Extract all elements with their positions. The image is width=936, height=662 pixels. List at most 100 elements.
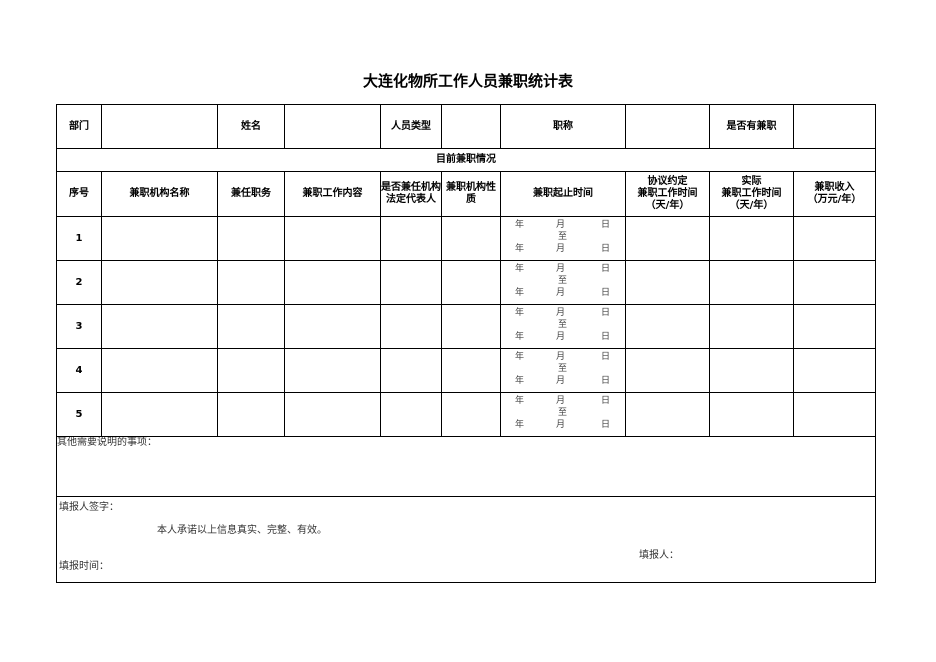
month-label: 月	[556, 376, 566, 386]
column-header: 兼职机构性质	[441, 171, 501, 217]
row-number: 2	[56, 260, 102, 305]
table-cell[interactable]	[380, 304, 442, 349]
table-cell[interactable]	[793, 304, 876, 349]
month-label: 月	[556, 396, 566, 406]
table-cell[interactable]	[284, 304, 381, 349]
column-header: 兼职工作内容	[284, 171, 381, 217]
table-cell[interactable]	[380, 260, 442, 305]
to-label: 至	[558, 364, 568, 374]
year-label: 年	[515, 264, 525, 274]
column-header: 兼职机构名称	[101, 171, 218, 217]
month-label: 月	[556, 352, 566, 362]
year-label: 年	[515, 332, 525, 342]
table-cell[interactable]	[101, 392, 218, 437]
year-label: 年	[515, 220, 525, 230]
column-header: 协议约定 兼职工作时间 （天/年）	[625, 171, 710, 217]
table-cell[interactable]	[380, 216, 442, 261]
table-cell[interactable]	[793, 348, 876, 393]
to-label: 至	[558, 276, 568, 286]
table-cell[interactable]	[284, 260, 381, 305]
table-cell[interactable]	[101, 216, 218, 261]
to-label: 至	[558, 408, 568, 418]
table-cell[interactable]	[441, 216, 501, 261]
column-header: 兼职收入 （万元/年）	[793, 171, 876, 217]
month-label: 月	[556, 332, 566, 342]
signature-area: 填报人签字： 本人承诺以上信息真实、完整、有效。 填报人： 填报时间：	[56, 496, 876, 583]
table-cell[interactable]	[709, 392, 794, 437]
date-range-cell[interactable]: 年月日至年月日	[500, 260, 626, 305]
table-cell[interactable]	[441, 392, 501, 437]
year-label: 年	[515, 420, 525, 430]
table-cell[interactable]	[101, 348, 218, 393]
row-number: 5	[56, 392, 102, 437]
table-cell[interactable]	[101, 260, 218, 305]
column-header: 序号	[56, 171, 102, 217]
table-cell[interactable]	[793, 260, 876, 305]
table-cell[interactable]	[625, 260, 710, 305]
year-label: 年	[515, 352, 525, 362]
job-title-label: 职称	[500, 104, 626, 149]
table-cell[interactable]	[625, 304, 710, 349]
section-heading: 目前兼职情况	[56, 148, 876, 172]
table-cell[interactable]	[709, 216, 794, 261]
year-label: 年	[515, 288, 525, 298]
month-label: 月	[556, 264, 566, 274]
table-cell[interactable]	[284, 348, 381, 393]
table-cell[interactable]	[625, 216, 710, 261]
month-label: 月	[556, 308, 566, 318]
staff-type-label: 人员类型	[380, 104, 442, 149]
dept-field[interactable]	[101, 104, 218, 149]
row-number: 4	[56, 348, 102, 393]
date-range-cell[interactable]: 年月日至年月日	[500, 304, 626, 349]
date-range-cell[interactable]: 年月日至年月日	[500, 392, 626, 437]
year-label: 年	[515, 244, 525, 254]
name-field[interactable]	[284, 104, 381, 149]
table-cell[interactable]	[284, 392, 381, 437]
table-cell[interactable]	[441, 304, 501, 349]
pledge-text: 本人承诺以上信息真实、完整、有效。	[157, 525, 327, 536]
page-title: 大连化物所工作人员兼职统计表	[362, 72, 573, 90]
to-label: 至	[558, 232, 568, 242]
dept-label: 部门	[56, 104, 102, 149]
has-parttime-field[interactable]	[793, 104, 876, 149]
name-label: 姓名	[217, 104, 285, 149]
day-label: 日	[601, 332, 611, 342]
table-cell[interactable]	[441, 260, 501, 305]
table-cell[interactable]	[217, 260, 285, 305]
table-cell[interactable]	[625, 348, 710, 393]
table-cell[interactable]	[217, 216, 285, 261]
table-cell[interactable]	[793, 392, 876, 437]
table-cell[interactable]	[793, 216, 876, 261]
other-notes-label: 其他需要说明的事项：	[57, 437, 158, 449]
day-label: 日	[601, 396, 611, 406]
job-title-field[interactable]	[625, 104, 710, 149]
table-cell[interactable]	[284, 216, 381, 261]
day-label: 日	[601, 288, 611, 298]
table-cell[interactable]	[101, 304, 218, 349]
year-label: 年	[515, 376, 525, 386]
month-label: 月	[556, 220, 566, 230]
table-cell[interactable]	[625, 392, 710, 437]
table-cell[interactable]	[709, 348, 794, 393]
table-cell[interactable]	[709, 260, 794, 305]
table-cell[interactable]	[709, 304, 794, 349]
parttime-table: 部门 姓名 人员类型 职称 是否有兼职 目前兼职情况 序号 兼职机构名称 兼任职务兼…	[56, 104, 876, 583]
table-cell[interactable]	[217, 392, 285, 437]
column-header: 是否兼任机构法定代表人	[380, 171, 442, 217]
month-label: 月	[556, 288, 566, 298]
month-label: 月	[556, 420, 566, 430]
table-cell[interactable]	[380, 348, 442, 393]
column-header: 兼任职务	[217, 171, 285, 217]
table-cell[interactable]	[380, 392, 442, 437]
other-notes[interactable]: 其他需要说明的事项：	[56, 436, 876, 497]
table-cell[interactable]	[217, 304, 285, 349]
date-range-cell[interactable]: 年月日至年月日	[500, 216, 626, 261]
staff-type-field[interactable]	[441, 104, 501, 149]
table-cell[interactable]	[217, 348, 285, 393]
table-cell[interactable]	[441, 348, 501, 393]
date-range-cell[interactable]: 年月日至年月日	[500, 348, 626, 393]
